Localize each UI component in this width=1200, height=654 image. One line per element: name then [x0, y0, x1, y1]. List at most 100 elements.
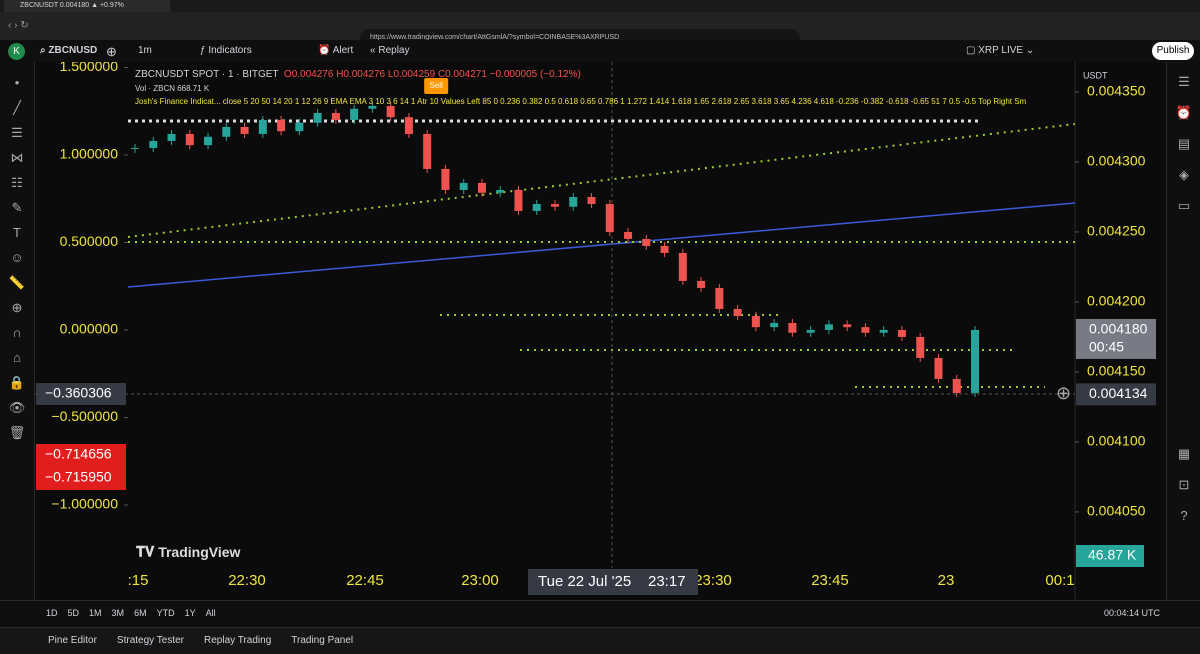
indicators-label: Indicators [208, 45, 252, 56]
candle [350, 108, 359, 120]
tab-bar: ZBCNUSDT 0.004180 ▲ +0.97% [0, 0, 1200, 12]
signal-label: Sell [430, 81, 444, 90]
candle [477, 182, 486, 193]
crosshair-tag [1076, 383, 1156, 406]
watchlist-label: XRP LIVE [978, 45, 1024, 56]
tv-toolbar: K ⌕ ZBCNUSD ⊕ 1m ƒ Indicators ⏰ Alert « … [0, 40, 1200, 63]
candle [496, 189, 505, 193]
candle [861, 327, 870, 333]
candle [770, 322, 779, 328]
candle [331, 112, 340, 120]
candle [441, 168, 450, 190]
clock: 00:04:14 UTC [1104, 608, 1161, 618]
volume-tag [1076, 545, 1144, 567]
candle [222, 126, 231, 137]
y2-tick-label: 1.500000 [60, 62, 119, 74]
symbol-search[interactable]: ⌕ ZBCNUSD [40, 45, 98, 56]
drawing-toolbar: • ╱ ☰ ⋈ ☷ ✎ T ☺ 📏 ⊕ ∩ ⌂ 🔒 👁 🗑 [0, 62, 35, 622]
add-symbol[interactable]: ⊕ [106, 44, 117, 59]
candle [587, 196, 596, 204]
candle [295, 122, 304, 132]
candle [879, 329, 888, 333]
candle [204, 136, 213, 146]
candle [459, 182, 468, 190]
watermark: 𝐓𝐕 TradingView [136, 544, 241, 560]
range-button[interactable]: 1D [46, 608, 58, 618]
alert-button[interactable]: ⏰ Alert [318, 45, 354, 56]
panel-tab[interactable]: Strategy Tester [116, 635, 184, 646]
panel-tab[interactable]: Replay Trading [204, 635, 272, 646]
replay-button[interactable]: « Replay [370, 45, 410, 56]
range-button[interactable]: 1M [89, 608, 102, 618]
candle [660, 245, 669, 253]
x-tick-label: 23 [938, 572, 955, 589]
range-button[interactable]: 5D [67, 608, 80, 618]
candle [971, 329, 979, 393]
candle [386, 105, 395, 118]
x-tick-label: 22:30 [228, 572, 266, 589]
candle [605, 203, 614, 232]
range-button[interactable]: 3M [111, 608, 125, 618]
chart[interactable]: USDT 𝐓𝐕 TradingView 0.004350 0.004300 0.00… [35, 62, 1165, 600]
currency: USDT [1083, 70, 1108, 80]
signal-box [424, 78, 449, 94]
add-button: ⊕ [1056, 383, 1071, 403]
indicators-button[interactable]: ƒ Indicators [200, 45, 252, 56]
alert-label: Alert [332, 45, 354, 56]
range-buttons: 1D 5D 1M 3M 6M YTD 1Y All [46, 608, 226, 618]
range-button[interactable]: YTD [156, 608, 175, 618]
x-tick-label: 23:00 [461, 572, 499, 589]
candle [185, 133, 194, 146]
interval[interactable]: 1m [138, 45, 152, 56]
candle [368, 105, 377, 109]
y-tick-label: 0.004350 [1087, 83, 1146, 99]
countdown: 00:45 [1089, 339, 1124, 355]
replay-label: Replay [378, 45, 410, 56]
volume-legend: Vol · ZBCN 668.71 K [135, 84, 210, 93]
x-tick-label: 22:45 [346, 572, 384, 589]
publish-label: Publish [1156, 45, 1190, 56]
watermark-text: TradingView [158, 544, 240, 560]
nav-buttons[interactable]: ‹ › ↻ [8, 20, 29, 31]
y-tick-label: 0.004250 [1087, 223, 1146, 239]
candle [532, 203, 541, 211]
symbol-line: ZBCNUSDT SPOT · 1 · BITGET [135, 69, 279, 80]
indicator-legend: Josh's Finance Indicat... close 5 20 50 … [135, 97, 1027, 106]
widget-bar: ☰ ⏰ ▤ ◈ ▭ ▦ ⊡? [1166, 62, 1200, 622]
y-tick-label: 0.004050 [1087, 503, 1146, 519]
publish-button[interactable]: Publish [1152, 42, 1194, 60]
panel-tab[interactable]: Trading Panel [291, 635, 354, 646]
tab-list: Pine Editor Strategy Tester Replay Trading… [48, 635, 373, 646]
x-tick-label: 00:1 [1045, 572, 1074, 589]
avatar[interactable]: K [8, 43, 25, 60]
candle [733, 308, 742, 316]
range-button[interactable]: 1Y [184, 608, 196, 618]
candle [569, 196, 578, 207]
x-tick-label: :15 [128, 572, 149, 589]
candle [952, 378, 961, 393]
address-bar: ‹ › ↻ https://www.tradingview.com/chart/… [0, 12, 1200, 46]
range-button[interactable]: 6M [134, 608, 147, 618]
tab-title: ZBCNUSDT 0.004180 ▲ +0.97% [20, 2, 124, 9]
drawing-tools[interactable]: • ╱ ☰ ⋈ ☷ ✎ T ☺ 📏 ⊕ ∩ ⌂ 🔒 👁 🗑 [8, 75, 26, 440]
range-button[interactable]: All [205, 608, 216, 618]
candle [514, 189, 523, 211]
candle [916, 336, 925, 358]
ohlc: O0.004276 H0.004276 L0.004259 C0.004271 … [283, 69, 581, 80]
trend-line [127, 202, 1076, 288]
candle [551, 203, 559, 207]
candle [806, 329, 815, 333]
watchlist-button[interactable]: ▢ XRP LIVE ⌄ [966, 45, 1035, 56]
browser-tab[interactable]: ZBCNUSDT 0.004180 ▲ +0.97% [4, 0, 170, 12]
widgets[interactable]: ☰ ⏰ ▤ ◈ ▭ ▦ ⊡? [1175, 74, 1193, 523]
y2-tick-label: 1.000000 [60, 146, 119, 162]
y2-tick-label: 0.500000 [60, 233, 119, 249]
candle [678, 252, 687, 281]
y-tick-label: 0.004150 [1087, 363, 1146, 379]
legend: ZBCNUSDT SPOT · 1 · BITGET O0.004276 H0.… [135, 69, 1065, 106]
candle [751, 315, 760, 328]
url: https://www.tradingview.com/chart/AttGsm… [370, 34, 620, 41]
crosshair-clock: 23:17 [648, 573, 686, 590]
panel-tab[interactable]: Pine Editor [48, 635, 97, 646]
